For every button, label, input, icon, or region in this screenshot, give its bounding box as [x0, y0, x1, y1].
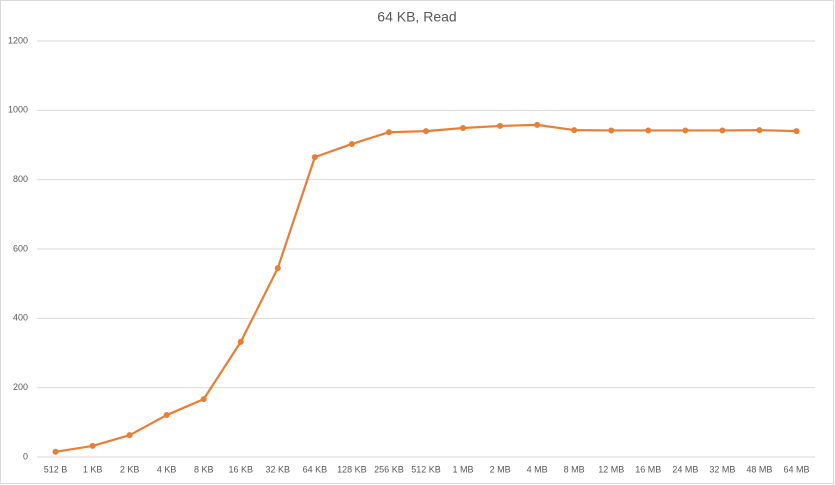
data-point	[126, 432, 133, 439]
data-point	[385, 129, 392, 136]
data-point	[163, 412, 170, 419]
x-tick-label: 128 KB	[337, 464, 367, 474]
data-point	[571, 127, 578, 134]
x-tick-label: 8 MB	[564, 464, 585, 474]
y-tick-label: 1200	[8, 35, 28, 45]
x-tick-label: 256 KB	[374, 464, 404, 474]
x-tick-label: 64 MB	[783, 464, 809, 474]
x-tick-label: 64 KB	[303, 464, 328, 474]
x-tick-label: 512 B	[44, 464, 68, 474]
data-point	[200, 396, 207, 403]
data-point	[89, 442, 96, 449]
data-point	[423, 128, 429, 135]
x-tick-label: 16 MB	[635, 464, 661, 474]
x-tick-label: 32 MB	[709, 464, 735, 474]
data-point	[274, 265, 281, 272]
data-point	[608, 127, 615, 134]
x-tick-label: 4 MB	[527, 464, 548, 474]
x-tick-label: 8 KB	[194, 464, 214, 474]
x-tick-label: 48 MB	[746, 464, 772, 474]
data-point	[311, 154, 318, 161]
x-tick-label: 12 MB	[598, 464, 624, 474]
data-point	[52, 448, 59, 455]
data-point	[793, 128, 800, 135]
data-point	[534, 121, 541, 128]
data-point	[460, 125, 467, 132]
y-tick-label: 200	[13, 382, 28, 392]
data-point	[348, 140, 355, 147]
data-point	[497, 122, 504, 129]
y-tick-label: 600	[13, 243, 28, 253]
x-tick-label: 32 KB	[266, 464, 291, 474]
chart-title: 64 KB, Read	[377, 9, 456, 25]
y-tick-label: 0	[23, 451, 28, 461]
y-tick-label: 1000	[8, 105, 28, 115]
y-tick-label: 800	[13, 174, 28, 184]
data-point	[237, 338, 244, 345]
data-point	[719, 127, 726, 134]
x-tick-label: 24 MB	[672, 464, 698, 474]
x-tick-label: 2 KB	[120, 464, 140, 474]
data-point	[682, 127, 689, 134]
x-tick-label: 2 MB	[490, 464, 511, 474]
x-tick-label: 16 KB	[228, 464, 253, 474]
y-tick-label: 400	[13, 313, 28, 323]
data-point	[756, 127, 763, 134]
x-tick-label: 1 MB	[453, 464, 474, 474]
x-tick-label: 4 KB	[157, 464, 177, 474]
x-tick-label: 512 KB	[411, 464, 441, 474]
x-tick-label: 1 KB	[83, 464, 103, 474]
data-point	[645, 127, 652, 134]
